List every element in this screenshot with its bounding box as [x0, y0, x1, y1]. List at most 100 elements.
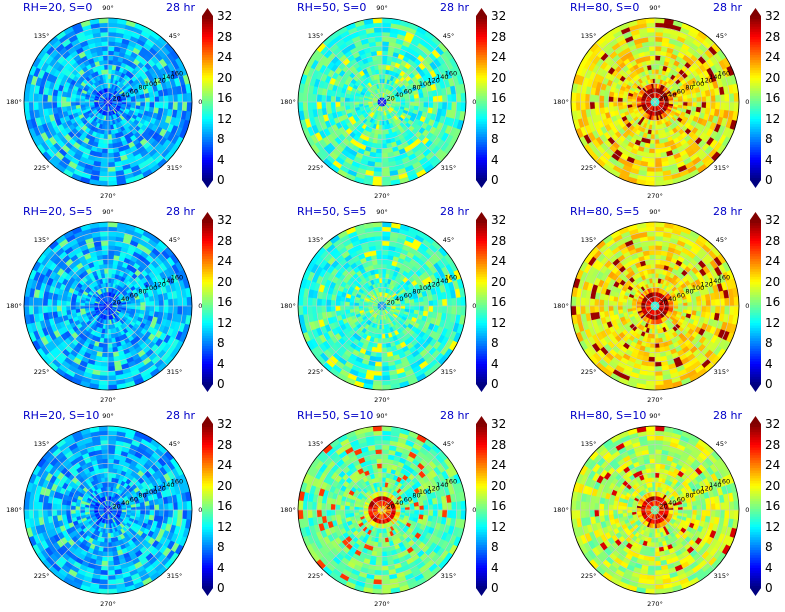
- heat-cell: [99, 375, 109, 381]
- heat-cell: [379, 115, 383, 121]
- colorbar-segment: [476, 133, 487, 137]
- colorbar-segment: [202, 87, 213, 91]
- heat-cell: [102, 352, 109, 358]
- colorbar-tick-label: 20: [217, 70, 233, 85]
- colorbar-tick-label: 12: [217, 111, 233, 126]
- heat-cell: [163, 101, 169, 110]
- colorbar-segment: [750, 74, 761, 78]
- heat-cell: [101, 249, 109, 256]
- heat-cell: [107, 64, 113, 70]
- angle-tick-label: 225°: [307, 164, 324, 173]
- heat-cell: [363, 303, 369, 307]
- heat-cell: [172, 305, 179, 315]
- heat-cell: [651, 129, 656, 135]
- heat-cell: [378, 124, 383, 131]
- heat-cell: [102, 347, 109, 353]
- radial-tick-label: 80: [685, 84, 693, 92]
- colorbar-segment: [750, 131, 761, 135]
- angle-tick-label: 315°: [166, 368, 183, 377]
- heat-cell: [381, 41, 390, 47]
- heat-cell: [65, 97, 72, 103]
- heat-cell: [28, 296, 35, 307]
- colorbar-extend-min: [202, 384, 213, 392]
- heat-cell: [307, 93, 313, 103]
- heat-cell: [158, 95, 165, 103]
- heat-cell: [172, 101, 179, 111]
- heat-cell: [654, 31, 664, 38]
- angle-tick-label: 315°: [166, 164, 183, 173]
- polar-axis-border: [570, 17, 740, 187]
- colorbar-segment: [476, 167, 487, 171]
- heat-cell: [691, 101, 698, 107]
- colorbar-segment: [476, 80, 487, 84]
- colorbar-segment: [202, 44, 213, 48]
- heat-cell: [455, 92, 462, 103]
- colorbar-segment: [202, 74, 213, 78]
- heat-cell: [654, 45, 662, 52]
- heat-cell: [102, 55, 109, 61]
- heat-cell: [654, 162, 663, 168]
- colorbar-segment: [202, 108, 213, 112]
- angular-grid-line: [654, 101, 715, 162]
- colorbar-segment: [750, 46, 761, 50]
- colorbar-segment: [750, 113, 761, 117]
- heat-cell: [56, 300, 62, 307]
- colorbar-tick-label: 24: [217, 254, 233, 268]
- colorbar-segment: [202, 31, 213, 35]
- heat-cell: [673, 101, 679, 105]
- heat-cell: [101, 356, 109, 363]
- heat-cell: [70, 301, 76, 307]
- angle-tick-label: 270°: [374, 192, 390, 200]
- radial-tick-label: 80: [412, 84, 420, 92]
- heat-cell: [107, 45, 115, 52]
- colorbar-segment: [750, 172, 761, 176]
- colorbar-segment: [750, 174, 761, 178]
- heat-cell: [104, 129, 109, 135]
- heat-cell: [107, 36, 116, 42]
- colorbar-segment: [202, 126, 213, 130]
- heat-cell: [646, 171, 656, 177]
- heat-cell: [99, 231, 109, 237]
- heat-cell: [28, 92, 35, 103]
- heat-cell: [612, 97, 619, 103]
- colorbar-tick-label: 24: [217, 50, 233, 64]
- heat-cell: [42, 94, 48, 103]
- heat-cell: [612, 101, 619, 107]
- colorbar-segment: [202, 90, 213, 94]
- heat-cell: [100, 366, 109, 372]
- radial-tick-label: 20: [112, 298, 120, 306]
- heat-cell: [181, 296, 188, 307]
- radial-tick-label: 100: [692, 80, 704, 88]
- colorbar-segment: [476, 59, 487, 63]
- heat-cell: [75, 98, 81, 103]
- heat-cell: [381, 152, 389, 159]
- colorbar-segment: [476, 23, 487, 27]
- heat-cell: [61, 96, 67, 103]
- colorbar-segment: [202, 98, 213, 102]
- heat-cell: [381, 50, 388, 56]
- heat-cell: [103, 338, 109, 344]
- colorbar-segment: [750, 110, 761, 114]
- radial-tick-label: 60: [404, 87, 412, 95]
- heat-cell: [409, 305, 415, 310]
- heat-cell: [376, 143, 383, 149]
- heat-cell: [100, 245, 109, 251]
- colorbar-segment: [476, 36, 487, 40]
- heat-cell: [104, 124, 109, 131]
- colorbar-extend-max: [750, 8, 761, 16]
- panel-title: RH=50, S=0: [297, 1, 367, 14]
- heat-cell: [654, 148, 661, 154]
- heat-cell: [381, 162, 390, 168]
- heat-cell: [163, 298, 169, 307]
- colorbar-tick-label: 24: [765, 50, 781, 64]
- colorbar: [202, 212, 213, 392]
- colorbar-segment: [750, 167, 761, 171]
- colorbar-segment: [202, 54, 213, 58]
- heat-cell: [158, 101, 165, 109]
- heat-cell: [330, 96, 336, 103]
- heat-cell: [47, 298, 53, 307]
- colorbar-segment: [202, 177, 213, 181]
- heat-cell: [649, 143, 656, 149]
- heat-cell: [33, 93, 39, 103]
- heat-cell: [107, 69, 112, 75]
